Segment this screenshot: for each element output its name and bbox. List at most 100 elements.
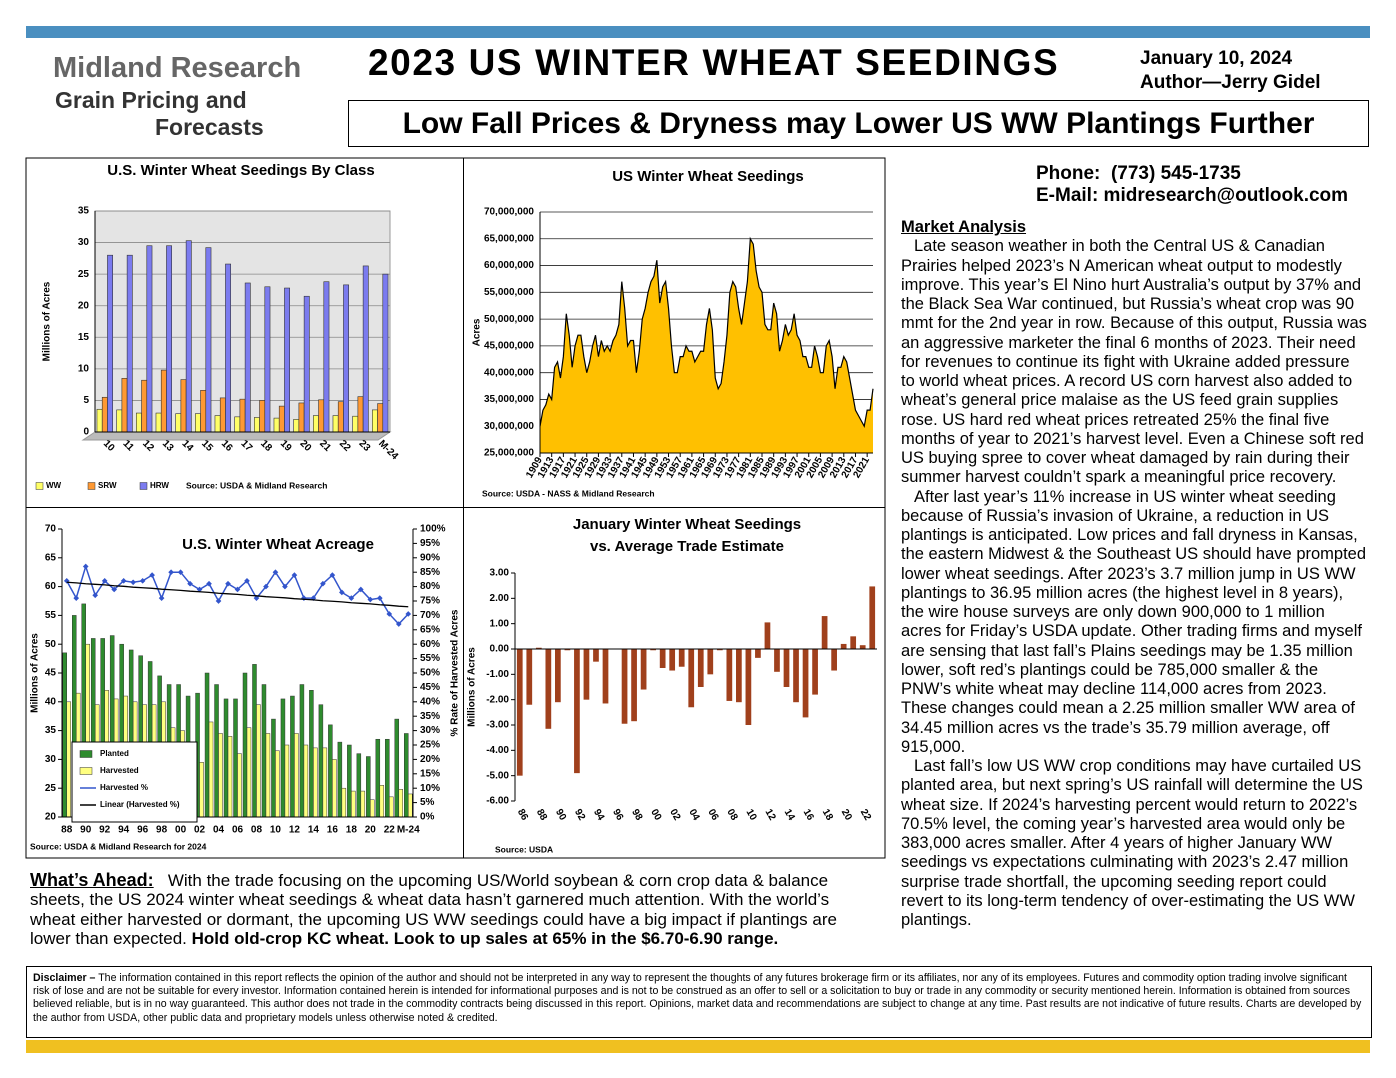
bar: [284, 287, 291, 433]
bar: [254, 417, 260, 433]
bar: [574, 649, 580, 774]
bar: [160, 369, 167, 433]
y-tick-label: 50,000,000: [484, 314, 534, 325]
bar: [755, 649, 761, 658]
bar: [259, 400, 266, 433]
line-marker: [177, 569, 184, 576]
bar: [341, 787, 347, 818]
paragraph: Late season weather in both the Central …: [901, 237, 1367, 487]
x-tick-label: 15: [199, 438, 215, 454]
line-marker: [348, 595, 355, 601]
line-marker: [82, 563, 89, 570]
bar: [659, 649, 666, 668]
bar: [774, 649, 780, 672]
legend-label: Harvested: [100, 766, 139, 775]
y-axis-label: Millions of Acres: [467, 647, 478, 727]
bar: [377, 403, 384, 433]
report-date: January 10, 2024: [1140, 48, 1293, 69]
disclaimer-text: The information contained in this report…: [33, 972, 1362, 1024]
x-tick-label: 17: [239, 438, 255, 454]
bar: [859, 645, 866, 649]
x-tick-label: 90: [80, 825, 92, 836]
line-marker: [376, 595, 383, 601]
bar: [850, 636, 857, 649]
bar: [382, 273, 389, 433]
x-tick-label: 16: [327, 825, 339, 836]
line-marker: [291, 572, 298, 578]
y-tick-label: 0: [83, 427, 89, 438]
bar: [208, 721, 214, 818]
bar: [116, 409, 123, 433]
bar: [303, 744, 309, 818]
bar: [299, 684, 305, 818]
x-tick-label: 21: [317, 438, 333, 454]
bar: [360, 790, 366, 818]
bar: [271, 718, 276, 818]
y-tick-label: 0.00: [490, 644, 510, 655]
bar: [389, 796, 394, 818]
bar: [237, 753, 242, 818]
bar: [252, 664, 257, 818]
x-tick-label: 10: [101, 438, 117, 454]
bar: [831, 649, 837, 671]
x-tick-label: 08: [251, 825, 263, 836]
line-marker: [320, 580, 326, 587]
bar: [516, 649, 523, 776]
bar: [180, 379, 187, 433]
bar: [366, 756, 371, 818]
bar: [242, 672, 248, 818]
legend-swatch: [139, 482, 148, 490]
y2-tick-label: 45%: [420, 682, 440, 693]
line-marker: [282, 583, 288, 590]
bar: [840, 643, 847, 649]
chart-source: Source: USDA - NASS & Midland Research: [482, 488, 655, 498]
bar: [136, 412, 142, 433]
line-marker: [395, 621, 402, 627]
y-tick-label: -5.00: [486, 770, 509, 781]
x-tick-label: 12: [763, 807, 778, 823]
bar: [195, 413, 201, 433]
y2-tick-label: 30%: [420, 725, 440, 736]
x-tick-label: 88: [61, 825, 73, 836]
bar: [821, 616, 828, 649]
bar: [219, 397, 226, 433]
y-tick-label: 1.00: [490, 618, 510, 629]
x-tick-label: 06: [705, 807, 720, 823]
bar: [869, 586, 876, 649]
bar: [621, 649, 628, 724]
bar: [404, 733, 409, 818]
line: [66, 581, 409, 608]
legend-label: WW: [46, 481, 62, 490]
y-tick-label: 35,000,000: [484, 394, 534, 405]
bar: [312, 415, 319, 433]
bar: [764, 622, 771, 649]
bar: [199, 762, 204, 818]
line-marker: [130, 579, 136, 586]
bar: [204, 672, 210, 818]
x-tick-label: 14: [782, 807, 797, 823]
line-marker: [225, 580, 231, 587]
x-tick-label: 86: [515, 807, 530, 823]
line-marker: [234, 586, 241, 593]
y2-tick-label: 40%: [420, 696, 440, 707]
bar: [227, 736, 233, 818]
line-marker: [111, 586, 118, 593]
bar: [293, 419, 300, 433]
chart-subtitle: vs. Average Trade Estimate: [590, 538, 784, 555]
bar: [233, 698, 238, 818]
y-tick-label: 35: [78, 206, 90, 217]
legend-label: HRW: [150, 481, 169, 490]
bar: [371, 409, 378, 433]
bar: [141, 379, 148, 433]
line-marker: [367, 596, 374, 603]
disclaimer: Disclaimer – The information contained i…: [26, 966, 1372, 1038]
bar: [223, 698, 229, 818]
x-tick-label: 22: [858, 807, 873, 823]
bar: [555, 649, 561, 703]
bar: [275, 750, 280, 818]
bar: [166, 245, 172, 433]
x-tick-label: 22: [384, 825, 396, 836]
area-fill: [540, 238, 873, 453]
x-tick-label: 96: [137, 825, 149, 836]
bar: [726, 649, 733, 701]
